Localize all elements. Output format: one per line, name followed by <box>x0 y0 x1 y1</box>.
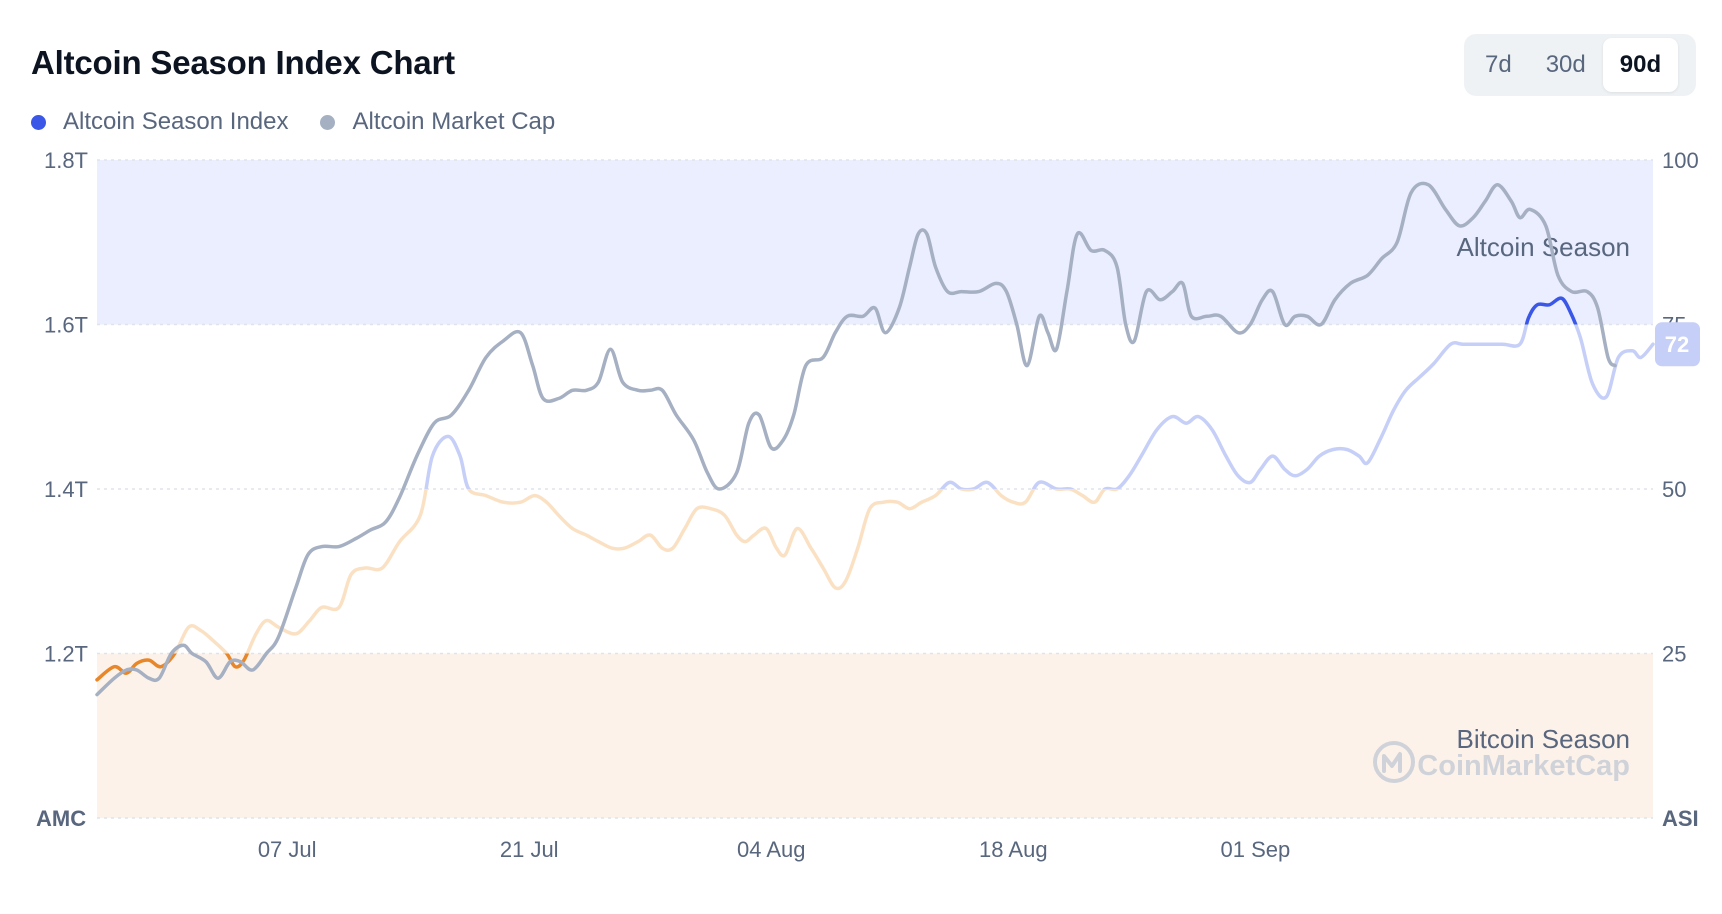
left-axis-tick-label: 1.6T <box>44 313 88 338</box>
x-axis-tick-label: 04 Aug <box>737 837 806 862</box>
right-axis-name: ASI <box>1662 806 1699 831</box>
x-axis-tick-label: 21 Jul <box>500 837 559 862</box>
left-axis-tick-label: 1.4T <box>44 477 88 502</box>
x-axis-tick-label: 07 Jul <box>258 837 317 862</box>
right-axis-tick-label: 100 <box>1662 148 1699 173</box>
watermark-text: CoinMarketCap <box>1417 750 1630 782</box>
right-axis-tick-label: 50 <box>1662 477 1686 502</box>
x-axis-tick-label: 18 Aug <box>979 837 1048 862</box>
bitcoin-season-label: Bitcoin Season <box>1457 724 1630 754</box>
x-axis-tick-label: 01 Sep <box>1220 837 1290 862</box>
left-axis-tick-label: 1.8T <box>44 148 88 173</box>
current-value-badge-text: 72 <box>1665 332 1689 357</box>
left-axis-tick-label: 1.2T <box>44 642 88 667</box>
bitcoin-season-zone <box>97 654 1653 819</box>
current-value-badge: 72 <box>1655 322 1700 366</box>
right-axis-tick-label: 25 <box>1662 642 1686 667</box>
altcoin-season-label: Altcoin Season <box>1457 232 1630 262</box>
left-axis-name: AMC <box>36 806 86 831</box>
